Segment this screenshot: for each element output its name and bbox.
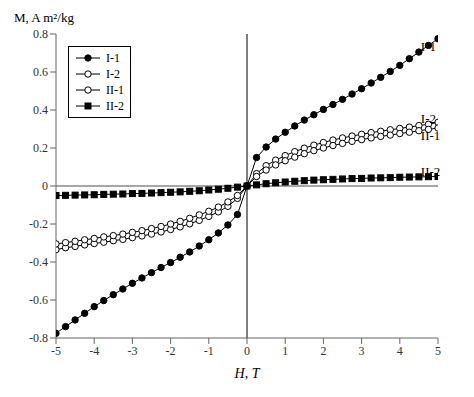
svg-text:0.8: 0.8 bbox=[33, 27, 48, 41]
svg-text:0: 0 bbox=[42, 179, 48, 193]
svg-text:0: 0 bbox=[244, 344, 250, 358]
svg-text:0.4: 0.4 bbox=[33, 103, 48, 117]
html-text:M, A m²/kg: M, A m²/kg bbox=[14, 10, 74, 25]
html-text:I-2: I-2 bbox=[106, 66, 120, 81]
svg-text:3: 3 bbox=[359, 344, 365, 358]
svg-text:I-1: I-1 bbox=[421, 39, 436, 54]
svg-text:0.2: 0.2 bbox=[33, 141, 48, 155]
svg-text:0.6: 0.6 bbox=[33, 65, 48, 79]
svg-text:-0.8: -0.8 bbox=[29, 331, 48, 345]
svg-text:-2: -2 bbox=[166, 344, 176, 358]
svg-text:I-2: I-2 bbox=[421, 111, 436, 126]
svg-text:5: 5 bbox=[435, 344, 441, 358]
svg-text:-0.6: -0.6 bbox=[29, 293, 48, 307]
svg-text:4: 4 bbox=[397, 344, 403, 358]
svg-text:-4: -4 bbox=[89, 344, 99, 358]
svg-text:H, T: H, T bbox=[234, 366, 261, 381]
svg-text:-0.4: -0.4 bbox=[29, 255, 48, 269]
svg-text:2: 2 bbox=[320, 344, 326, 358]
svg-text:-3: -3 bbox=[127, 344, 137, 358]
html-text:II-1: II-1 bbox=[106, 82, 124, 97]
svg-text:-0.2: -0.2 bbox=[29, 217, 48, 231]
html-text:I-1: I-1 bbox=[106, 50, 120, 65]
svg-text:-5: -5 bbox=[51, 344, 61, 358]
html-text:II-2: II-2 bbox=[106, 98, 124, 113]
svg-text:1: 1 bbox=[282, 344, 288, 358]
svg-text:II-1: II-1 bbox=[421, 128, 441, 143]
svg-text:II-2: II-2 bbox=[421, 164, 441, 179]
svg-text:-1: -1 bbox=[204, 344, 214, 358]
